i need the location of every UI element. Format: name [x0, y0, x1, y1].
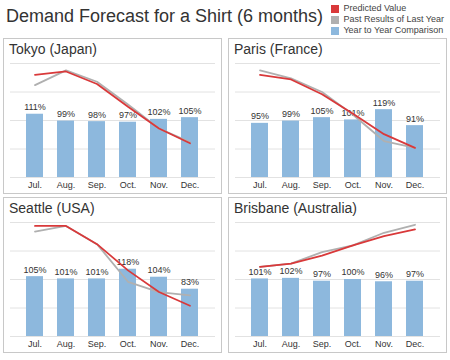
svg-text:Jul.: Jul. — [253, 180, 267, 190]
svg-text:Oct.: Oct. — [120, 339, 137, 349]
html-text:Past Results of Last Year: Past Results of Last Year — [343, 14, 444, 24]
svg-text:Oct.: Oct. — [120, 180, 137, 190]
svg-text:105%: 105% — [310, 106, 333, 116]
svg-text:95%: 95% — [251, 111, 269, 121]
svg-text:97%: 97% — [119, 110, 137, 121]
svg-text:Nov.: Nov. — [150, 339, 168, 349]
svg-text:119%: 119% — [373, 98, 395, 108]
svg-text:99%: 99% — [57, 109, 75, 119]
svg-text:104%: 104% — [147, 265, 170, 275]
svg-text:101%: 101% — [248, 267, 271, 277]
html-text:Paris (France): Paris (France) — [234, 41, 323, 57]
svg-text:97%: 97% — [313, 269, 331, 279]
svg-text:96%: 96% — [375, 270, 393, 280]
html-text:Predicted Value: Predicted Value — [343, 3, 407, 13]
svg-text:99%: 99% — [282, 109, 300, 119]
svg-text:102%: 102% — [147, 107, 170, 117]
svg-text:Sep.: Sep. — [88, 339, 107, 349]
svg-text:Nov.: Nov. — [375, 339, 393, 349]
svg-text:Sep.: Sep. — [313, 339, 332, 349]
svg-text:111%: 111% — [24, 102, 46, 112]
html-text:Year to Year Comparison: Year to Year Comparison — [343, 25, 444, 35]
html-text:Brisbane (Australia): Brisbane (Australia) — [234, 200, 357, 216]
svg-text:100%: 100% — [341, 267, 364, 277]
svg-text:98%: 98% — [88, 110, 106, 120]
svg-text:105%: 105% — [178, 106, 201, 116]
html-text:Seattle (USA): Seattle (USA) — [9, 200, 95, 216]
svg-text:83%: 83% — [181, 277, 199, 287]
svg-text:Jul.: Jul. — [28, 339, 42, 349]
svg-text:Nov.: Nov. — [375, 180, 393, 190]
svg-text:Sep.: Sep. — [88, 180, 107, 190]
html-text:Tokyo (Japan): Tokyo (Japan) — [9, 41, 97, 57]
svg-text:102%: 102% — [279, 266, 302, 276]
svg-text:101%: 101% — [85, 267, 108, 277]
svg-text:Oct.: Oct. — [345, 180, 362, 190]
svg-text:Aug.: Aug. — [282, 180, 301, 190]
svg-text:118%: 118% — [117, 257, 139, 267]
svg-text:Aug.: Aug. — [282, 339, 301, 349]
svg-text:Aug.: Aug. — [57, 339, 76, 349]
svg-text:Oct.: Oct. — [345, 339, 362, 349]
svg-text:Jul.: Jul. — [28, 180, 42, 190]
svg-text:97%: 97% — [406, 269, 424, 279]
svg-text:Dec.: Dec. — [406, 339, 425, 349]
svg-text:Jul.: Jul. — [253, 339, 267, 349]
svg-text:Sep.: Sep. — [313, 180, 332, 190]
svg-text:Dec.: Dec. — [406, 180, 425, 190]
svg-text:Dec.: Dec. — [181, 180, 200, 190]
svg-text:105%: 105% — [23, 265, 46, 275]
svg-text:101%: 101% — [341, 107, 365, 118]
svg-text:Aug.: Aug. — [57, 180, 76, 190]
svg-text:101%: 101% — [54, 267, 77, 277]
svg-text:91%: 91% — [406, 114, 424, 124]
svg-text:Dec.: Dec. — [181, 339, 200, 349]
svg-text:Nov.: Nov. — [150, 180, 168, 190]
html-text:Demand Forecast for a Shirt (6: Demand Forecast for a Shirt (6 months) — [6, 6, 324, 26]
